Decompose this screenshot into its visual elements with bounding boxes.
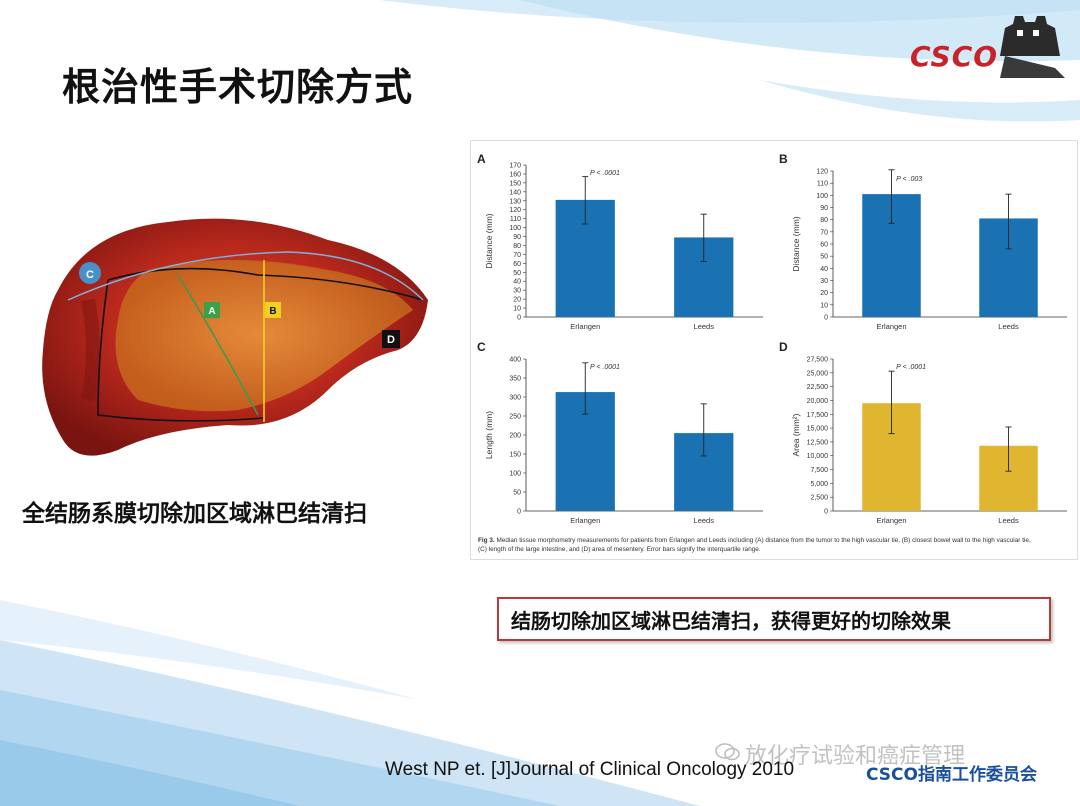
y-tick-label-d: 0 [824,509,828,516]
specimen-photo: C A B D [42,218,429,456]
csco-logo [1000,16,1065,78]
y-tick-label-c: 300 [509,395,521,402]
p-value-b: P < .003 [896,176,922,183]
y-tick-label-a: 130 [509,198,521,205]
y-tick-label-b: 70 [820,229,828,236]
y-tick-label-b: 110 [817,181,828,188]
y-tick-label-d: 20,000 [807,398,829,405]
y-tick-label-c: 100 [509,471,521,478]
y-tick-label-a: 20 [513,297,521,304]
conclusion-box: 结肠切除加区域淋巴结清扫，获得更好的切除效果 [497,597,1051,641]
panel-label-b: B [779,152,788,166]
y-tick-label-d: 17,500 [807,412,829,419]
figure-caption: Fig 3. Median tissue morphometry measure… [478,536,1038,554]
x-tick-label-c-leeds: Leeds [694,516,715,525]
y-tick-label-c: 400 [509,357,521,364]
y-tick-label-d: 7,500 [810,467,828,474]
x-tick-label-b-erlangen: Erlangen [876,322,906,331]
specimen-caption: 全结肠系膜切除加区域淋巴结清扫 [22,501,367,527]
y-tick-label-a: 0 [517,315,521,322]
p-value-d: P < .0001 [896,364,926,371]
y-tick-label-c: 150 [509,452,521,459]
y-axis-label-b: Distance (mm) [791,216,801,271]
y-tick-label-b: 40 [820,266,828,273]
y-axis-label-d: Area (mm²) [791,413,801,456]
y-tick-label-c: 200 [509,433,521,440]
y-tick-label-a: 140 [509,189,521,196]
conclusion-text: 结肠切除加区域淋巴结清扫，获得更好的切除效果 [511,609,951,633]
slide-title: 根治性手术切除方式 [62,65,414,109]
x-tick-label-a-erlangen: Erlangen [570,322,600,331]
bar-charts: A010203040506070809010011012013014015016… [477,152,1067,525]
y-tick-label-a: 90 [513,234,521,241]
y-tick-label-b: 60 [820,242,828,249]
reference-citation: West NP et. [J]Journal of Clinical Oncol… [385,759,795,780]
y-tick-label-a: 160 [509,171,521,178]
x-tick-label-a-leeds: Leeds [694,322,715,331]
y-tick-label-b: 10 [820,302,828,309]
y-tick-label-b: 0 [824,315,828,322]
y-tick-label-a: 40 [513,279,521,286]
y-tick-label-a: 30 [513,288,521,295]
y-tick-label-b: 30 [820,278,828,285]
y-tick-label-d: 2,500 [810,495,828,502]
y-tick-label-b: 100 [816,193,828,200]
footer-committee: CSCO指南工作委员会 [866,765,1037,785]
logo-text: CSCO [910,40,999,73]
y-tick-label-c: 50 [513,490,521,497]
y-tick-label-b: 120 [816,169,828,176]
y-tick-label-a: 150 [509,180,521,187]
y-axis-label-a: Distance (mm) [484,213,494,268]
p-value-c: P < .0001 [590,364,620,371]
x-tick-label-d-leeds: Leeds [998,516,1019,525]
x-tick-label-c-erlangen: Erlangen [570,516,600,525]
y-tick-label-a: 50 [513,270,521,277]
figure-panel: A 0 10 20 30 40 50 60 70 80 90 100 110 120 130 140 150 16… [470,140,1078,560]
y-tick-label-b: 80 [820,217,828,224]
y-tick-label-d: 12,500 [807,439,829,446]
y-tick-label-a: 60 [513,261,521,268]
figure-caption-label: Fig 3. [478,537,495,544]
specimen-label-d: D [387,334,395,346]
y-tick-label-a: 170 [509,163,521,170]
y-axis-label-c: Length (mm) [484,411,494,459]
specimen-label-c: C [86,269,94,281]
y-tick-label-d: 15,000 [807,426,829,433]
panel-label-a: A [477,152,486,166]
y-tick-label-a: 80 [513,243,521,250]
y-tick-label-d: 25,000 [807,370,829,377]
y-tick-label-d: 10,000 [807,453,829,460]
x-tick-label-b-leeds: Leeds [998,322,1019,331]
y-tick-label-a: 100 [509,225,521,232]
wechat-icon [715,743,740,761]
y-tick-label-d: 22,500 [807,384,829,391]
y-tick-label-d: 27,500 [807,357,829,364]
panel-label-c: C [477,340,486,354]
panel-label-d: D [779,340,788,354]
specimen-label-a: A [208,306,215,317]
y-tick-label-d: 5,000 [810,481,828,488]
watermark-text: 放化疗试验和癌症管理 [745,744,966,769]
y-tick-label-c: 350 [509,376,521,383]
y-tick-label-c: 250 [509,414,521,421]
y-tick-label-b: 20 [820,290,828,297]
y-tick-label-c: 0 [517,509,521,516]
y-tick-label-a: 10 [513,306,521,313]
p-value-a: P < .0001 [590,170,620,177]
y-tick-label-a: 110 [510,216,521,223]
y-tick-label-b: 50 [820,254,828,261]
y-tick-label-b: 90 [820,205,828,212]
y-tick-label-a: 120 [509,207,521,214]
specimen-label-b: B [269,306,276,317]
y-tick-label-a: 70 [513,252,521,259]
figure-caption-text: Median tissue morphometry measurements f… [478,537,1031,553]
x-tick-label-d-erlangen: Erlangen [876,516,906,525]
